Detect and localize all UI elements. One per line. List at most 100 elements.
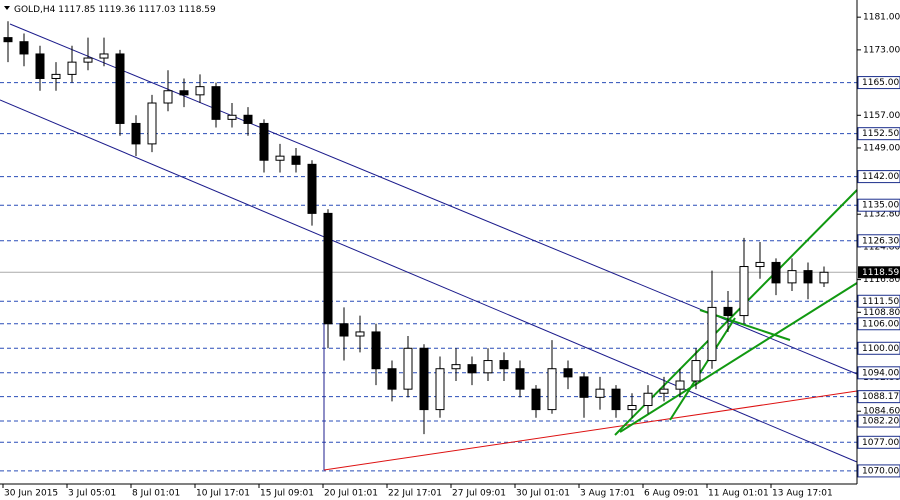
support-line [323,390,858,471]
candles [3,21,829,435]
channel-bottom [0,99,858,463]
candle-body [243,114,253,124]
x-tick-label: 20 Jul 01:01 [324,489,378,499]
candle-body [131,122,141,145]
green-trend-3 [669,317,736,421]
x-tick-label: 30 Jul 01:01 [516,489,570,499]
level-box [857,76,900,90]
x-tick-label: 10 Jul 17:01 [196,489,250,499]
level-box [857,170,900,184]
candle-body [403,347,413,390]
candle-body [595,388,605,398]
chart-header: GOLD,H4 1117.85 1119.36 1117.03 1118.59 [14,5,216,15]
candle-body [659,388,669,394]
level-box [857,414,900,428]
x-tick-label: 30 Jun 2015 [4,489,58,499]
candle-body [35,53,45,79]
green-trend-2 [619,282,858,433]
candle-body [227,114,237,120]
candle-body [483,360,493,374]
level-label: 1152.50 [862,129,899,139]
candle-body [643,392,653,407]
candle-body [739,266,749,317]
current-price-box [858,266,900,279]
candle-body [51,73,61,79]
candle-body [531,388,541,411]
candle-body [211,86,221,120]
level-lines [0,82,857,472]
level-label: 1111.50 [862,297,899,307]
level-box [857,234,900,248]
symbol: GOLD,H4 [14,5,56,15]
candle-body [691,360,701,382]
level-box [857,317,900,331]
y-tick-label: 1149.00 [863,143,900,153]
candle-body [179,90,189,96]
y-tick-label: 1132.80 [863,210,900,220]
candle-body [339,323,349,337]
candle-body [355,331,365,337]
x-tick-label: 3 Aug 17:01 [580,489,635,499]
current-price-label: 1118.59 [862,268,899,278]
candle-body [307,163,317,214]
candle-body [19,41,29,55]
candle-body [83,57,93,63]
candle-body [723,306,733,317]
candle-body [803,270,813,284]
candle-body [771,261,781,284]
level-box [857,390,900,404]
candle-body [435,368,445,411]
level-label: 1135.00 [862,201,899,211]
candle-body [787,270,797,284]
candle-body [291,155,301,165]
level-label: 1070.00 [862,466,899,476]
candle-body [67,61,77,75]
candle-body [195,86,205,96]
level-box [857,366,900,380]
candle-body [163,90,173,104]
candle-body [627,405,637,411]
level-label: 1142.00 [862,172,899,182]
candle-body [819,271,829,284]
menu-triangle[interactable] [4,6,10,10]
y-tick-label: 1157.00 [863,111,900,121]
level-label: 1126.30 [862,236,899,246]
x-tick-label: 8 Jul 01:01 [132,489,180,499]
level-box [857,435,900,449]
header-low: 1117.03 [138,5,175,15]
candle-body [259,122,269,161]
x-tick-label: 13 Aug 17:01 [772,489,833,499]
level-label: 1088.17 [862,392,899,402]
level-label: 1100.00 [862,344,899,354]
x-tick-label: 27 Jul 09:01 [452,489,506,499]
header-high: 1119.36 [98,5,135,15]
candle-body [499,360,509,370]
level-box [857,294,900,308]
level-box [857,341,900,355]
candle-body [147,102,157,145]
x-tick-label: 6 Aug 09:01 [644,489,699,499]
candle-body [387,368,397,390]
header-close: 1118.59 [179,5,216,15]
candle-body [675,380,685,390]
level-label: 1106.00 [862,319,899,329]
x-tick-label: 3 Jul 05:01 [68,489,116,499]
candle-body [515,368,525,390]
header-open: 1117.85 [58,5,95,15]
y-tick-label: 1181.00 [863,13,900,23]
candle-body [563,368,573,378]
x-tick-label: 22 Jul 17:01 [388,489,442,499]
candle-body [547,368,557,411]
y-tick-label: 1116.80 [863,275,900,285]
candle-body [467,364,477,374]
level-label: 1165.00 [862,78,899,88]
level-label: 1094.00 [862,368,899,378]
candle-body [579,376,589,398]
candle-body [371,331,381,370]
candle-body [707,306,717,362]
candle-body [99,53,109,59]
level-box [857,127,900,141]
